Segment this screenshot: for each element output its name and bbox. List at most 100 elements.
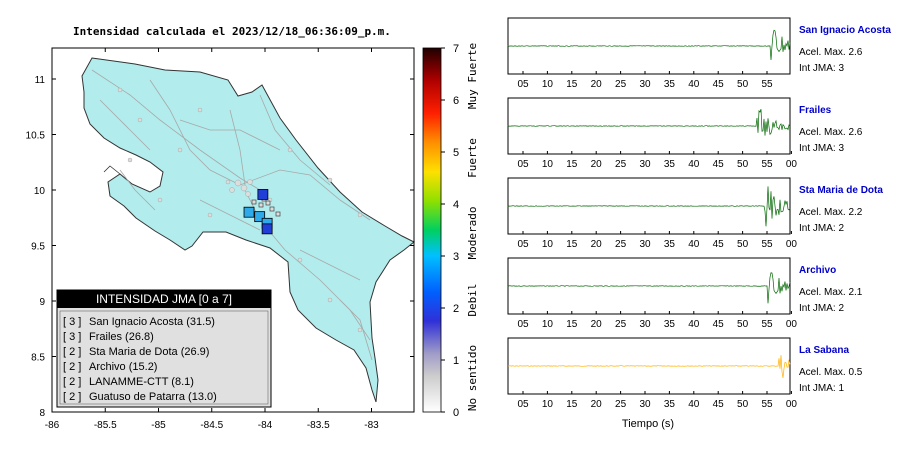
trace-accel-max: Acel. Max. 2.1 xyxy=(799,287,863,298)
trace-tick-label: 05 xyxy=(517,79,529,90)
trace-tick-label: 25 xyxy=(615,319,627,330)
trace-tick-label: 55 xyxy=(761,319,773,330)
legend-item-station: San Ignacio Acosta (31.5) xyxy=(89,316,215,328)
trace-tick-label: 30 xyxy=(639,79,651,90)
trace-tick-label: 25 xyxy=(615,399,627,410)
intensity-marker xyxy=(261,223,273,235)
colorbar-tick-label: 6 xyxy=(453,95,459,107)
trace-tick-label: 35 xyxy=(664,319,676,330)
trace-tick-label: 50 xyxy=(737,319,749,330)
trace-tick-label: 20 xyxy=(591,159,603,170)
trace-line xyxy=(507,355,791,378)
trace-int-jma: Int JMA: 3 xyxy=(799,63,844,74)
trace-tick-label: 00 xyxy=(786,239,798,250)
trace-tick-label: 45 xyxy=(713,79,725,90)
trace-int-jma: Int JMA: 2 xyxy=(799,223,844,234)
trace-accel-max: Acel. Max. 2.2 xyxy=(799,207,863,218)
trace-line xyxy=(507,186,791,227)
trace-tick-label: 40 xyxy=(688,239,700,250)
legend-item-station: LANAMME-CTT (8.1) xyxy=(89,376,194,388)
trace-tick-label: 10 xyxy=(542,79,554,90)
trace-tick-label: 50 xyxy=(737,159,749,170)
trace-tick-label: 40 xyxy=(688,399,700,410)
legend-item-station: Sta Maria de Dota (26.9) xyxy=(89,346,209,358)
x-tick-label: -85.5 xyxy=(94,420,117,431)
trace-tick-label: 35 xyxy=(664,159,676,170)
trace-tick-label: 35 xyxy=(664,79,676,90)
trace-tick-label: 30 xyxy=(639,239,651,250)
legend-item-intensity: [ 2 ] xyxy=(63,346,81,358)
y-tick-label: 10.5 xyxy=(26,131,46,142)
colorbar-category-label: Fuerte xyxy=(466,138,479,178)
colorbar-tick-label: 4 xyxy=(453,199,459,211)
trace-tick-label: 00 xyxy=(786,159,798,170)
intensity-marker xyxy=(254,211,266,223)
colorbar-category-label: Muy Fuerte xyxy=(466,43,479,109)
trace-tick-label: 45 xyxy=(713,159,725,170)
colorbar-category-label: Moderado xyxy=(466,207,479,260)
trace-tick-label: 10 xyxy=(542,319,554,330)
x-tick-label: -86 xyxy=(45,420,60,431)
trace-panel-0: 05 10 15 20 25 30 35 40 45 50 55 San Ignacio Acosta… xyxy=(507,17,891,90)
legend-item-station: Frailes (26.8) xyxy=(89,331,154,343)
y-tick-label: 8 xyxy=(39,408,45,419)
trace-tick-label: 15 xyxy=(566,239,578,250)
colorbar xyxy=(422,47,442,413)
trace-line xyxy=(507,29,791,61)
trace-tick-label: 30 xyxy=(639,159,651,170)
colorbar-tick-label: 1 xyxy=(453,355,459,367)
trace-tick-label: 50 xyxy=(737,399,749,410)
trace-tick-label: 40 xyxy=(688,319,700,330)
trace-tick-label: 15 xyxy=(566,399,578,410)
trace-tick-label: 40 xyxy=(688,159,700,170)
trace-tick-label: 00 xyxy=(786,399,798,410)
colorbar-labels: Muy Fuerte Fuerte Moderado Debil No sentido xyxy=(466,43,479,411)
trace-tick-label: 00 xyxy=(786,319,798,330)
trace-tick-label: 10 xyxy=(542,399,554,410)
x-tick-label: -85 xyxy=(151,420,166,431)
trace-station-name: La Sabana xyxy=(799,345,849,356)
trace-tick-label: 55 xyxy=(761,239,773,250)
y-tick-label: 9.5 xyxy=(31,242,45,253)
trace-tick-label: 35 xyxy=(664,399,676,410)
costa-rica-landmass xyxy=(81,57,415,403)
trace-int-jma: Int JMA: 3 xyxy=(799,143,844,154)
colorbar-category-label: No sentido xyxy=(466,345,479,411)
legend-item-station: Archivo (15.2) xyxy=(89,361,157,373)
trace-accel-max: Acel. Max. 2.6 xyxy=(799,47,863,58)
y-tick-label: 11 xyxy=(35,75,46,86)
trace-tick-label: 20 xyxy=(591,79,603,90)
legend-item-intensity: [ 2 ] xyxy=(63,376,81,388)
trace-tick-label: 15 xyxy=(566,79,578,90)
trace-line xyxy=(507,272,791,304)
y-tick-label: 9 xyxy=(39,297,45,308)
trace-tick-label: 25 xyxy=(615,79,627,90)
colorbar-category-label: Debil xyxy=(466,283,479,316)
legend-panel: INTENSIDAD JMA [0 a 7] [ 3 ] San Ignacio … xyxy=(56,289,272,408)
legend-items: [ 3 ] San Ignacio Acosta (31.5) [ 3 ] Frail… xyxy=(63,316,217,403)
trace-panel-2: 05 10 15 20 25 30 35 40 45 50 55 00 Sta Maria de Dot… xyxy=(507,177,883,250)
trace-tick-label: 25 xyxy=(615,239,627,250)
x-tick-label: -84 xyxy=(258,420,273,431)
trace-tick-label: 20 xyxy=(591,319,603,330)
y-tick-label: 8.5 xyxy=(31,353,45,364)
map-x-ticks: -86 -85.5 -85 -84.5 -84 -83.5 -83 xyxy=(45,48,379,431)
trace-tick-label: 55 xyxy=(761,159,773,170)
trace-accel-max: Acel. Max. 2.6 xyxy=(799,127,863,138)
colorbar-tick-label: 0 xyxy=(453,407,459,419)
trace-tick-label: 50 xyxy=(737,79,749,90)
legend-item-intensity: [ 3 ] xyxy=(63,331,81,343)
map-y-ticks: 11 10.5 10 9.5 9 8.5 8 xyxy=(26,75,414,419)
legend-item-intensity: [ 2 ] xyxy=(63,361,81,373)
trace-accel-max: Acel. Max. 0.5 xyxy=(799,367,863,378)
trace-int-jma: Int JMA: 1 xyxy=(799,383,844,394)
legend-title: INTENSIDAD JMA [0 a 7] xyxy=(96,292,232,306)
trace-panel-4: 05 10 15 20 25 30 35 40 45 50 55 00 La Sabana Acel. M… xyxy=(507,337,863,410)
legend-item-station: Guatuso de Patarra (13.0) xyxy=(89,391,217,403)
trace-tick-label: 15 xyxy=(566,159,578,170)
x-tick-label: -83.5 xyxy=(307,420,330,431)
trace-station-name: Frailes xyxy=(799,105,832,116)
trace-tick-label: 05 xyxy=(517,399,529,410)
colorbar-tick-label: 2 xyxy=(453,303,459,315)
